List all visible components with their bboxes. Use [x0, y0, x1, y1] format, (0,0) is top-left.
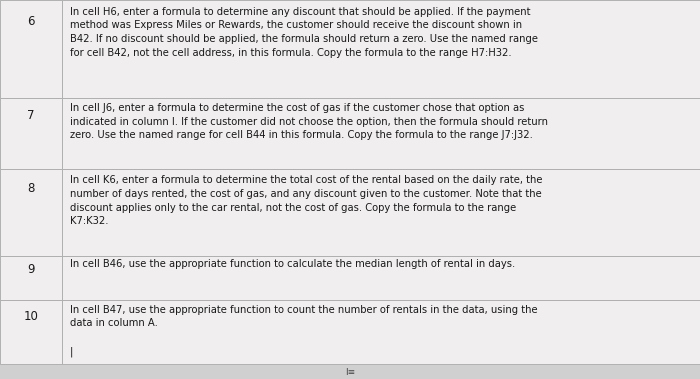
Text: In cell J6, enter a formula to determine the cost of gas if the customer chose t: In cell J6, enter a formula to determine…: [70, 103, 548, 140]
Text: 8: 8: [27, 182, 34, 196]
Text: In cell K6, enter a formula to determine the total cost of the rental based on t: In cell K6, enter a formula to determine…: [70, 175, 542, 226]
Bar: [62, 169, 700, 256]
Bar: [62, 98, 700, 169]
Text: |: |: [70, 346, 74, 357]
Bar: [62, 256, 700, 300]
Bar: [62, 0, 700, 98]
Text: In cell B46, use the appropriate function to calculate the median length of rent: In cell B46, use the appropriate functio…: [70, 259, 515, 269]
Text: In cell H6, enter a formula to determine any discount that should be applied. If: In cell H6, enter a formula to determine…: [70, 7, 538, 58]
Text: 10: 10: [23, 310, 38, 323]
Text: I≡: I≡: [345, 368, 355, 377]
Text: 6: 6: [27, 15, 34, 28]
Bar: [0, 0, 62, 98]
Text: In cell B47, use the appropriate function to count the number of rentals in the : In cell B47, use the appropriate functio…: [70, 305, 538, 328]
Bar: [62, 300, 700, 364]
Text: 9: 9: [27, 263, 34, 276]
Bar: [0, 300, 62, 364]
Bar: [0, 256, 62, 300]
Text: 7: 7: [27, 109, 34, 122]
Bar: [0, 98, 62, 169]
Bar: [0, 169, 62, 256]
